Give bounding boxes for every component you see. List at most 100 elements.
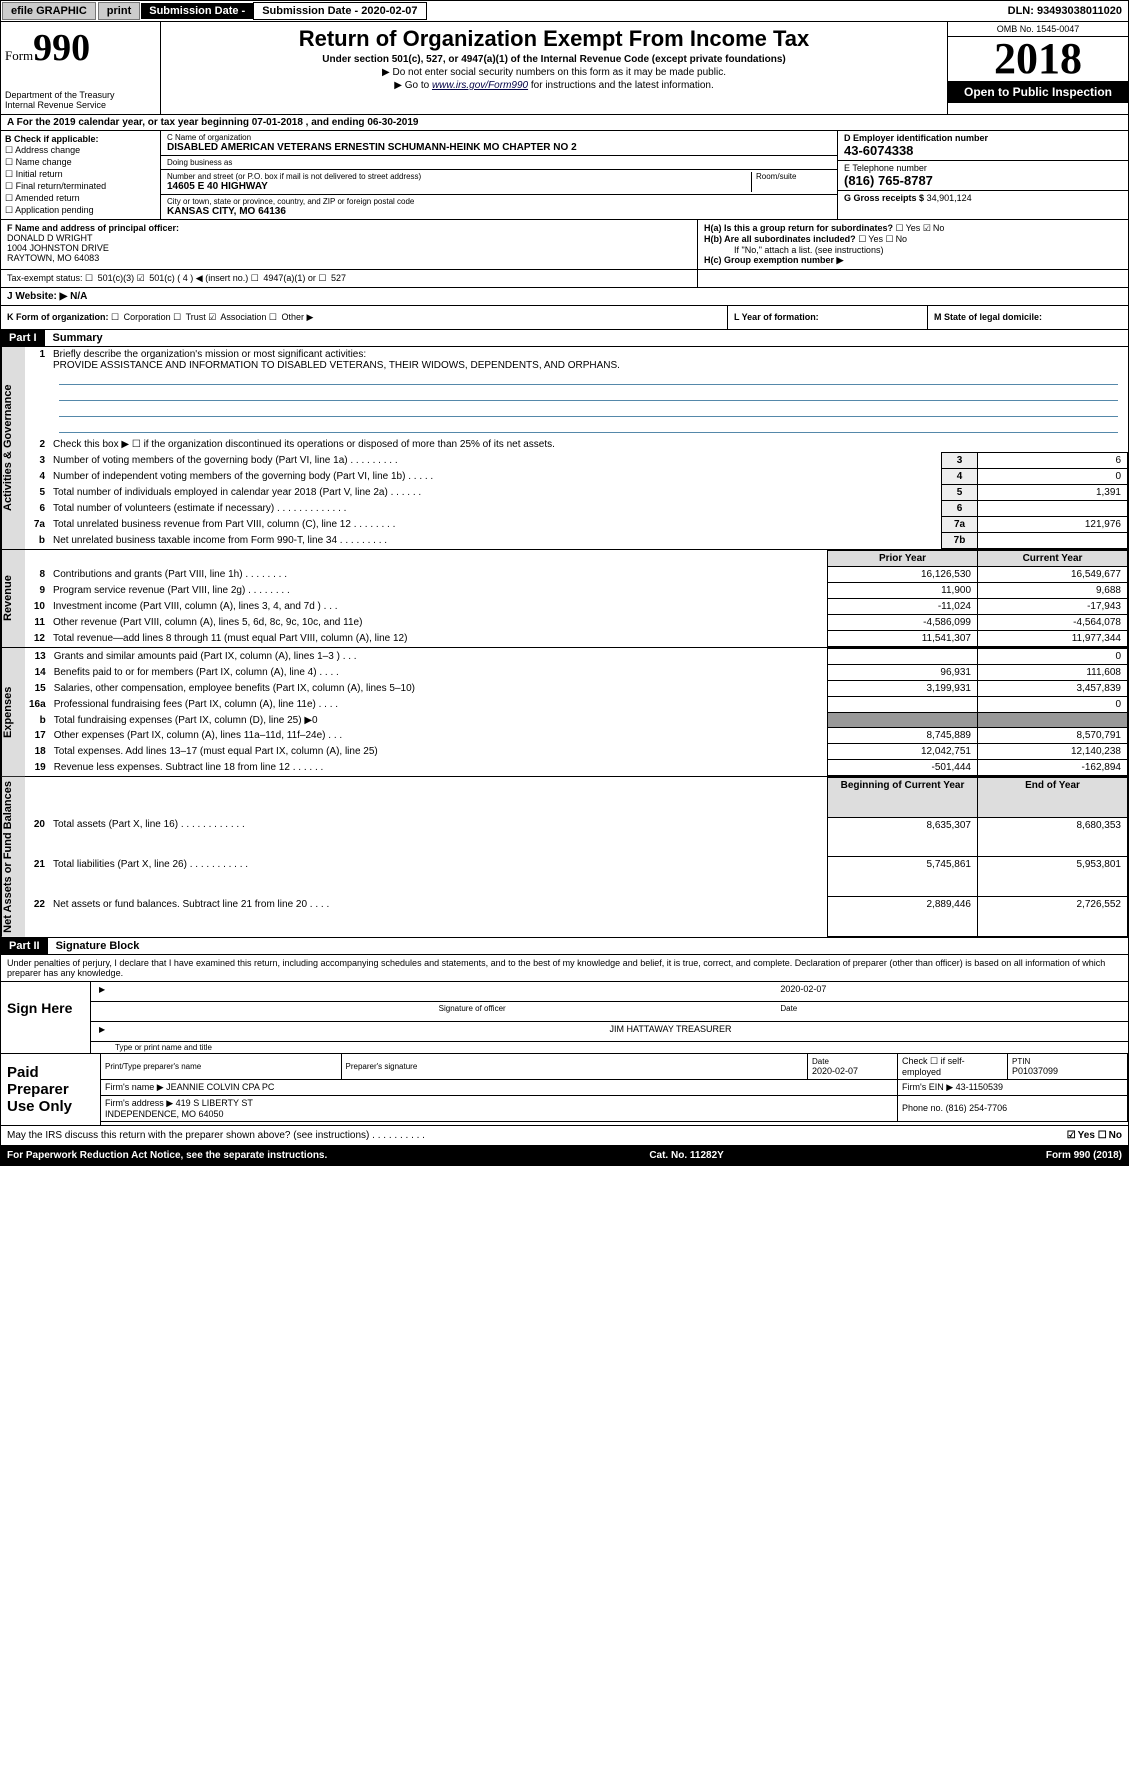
q1-text: Briefly describe the organization's miss… bbox=[53, 349, 366, 360]
hb-no[interactable] bbox=[885, 234, 895, 244]
ein-label: D Employer identification number bbox=[844, 133, 1122, 143]
amt-curr: -162,894 bbox=[978, 760, 1128, 776]
chk-501c3[interactable] bbox=[85, 273, 95, 283]
chk-4947[interactable] bbox=[251, 273, 261, 283]
opt-other: Other ▶ bbox=[282, 312, 314, 322]
chk-amended-return[interactable]: Amended return bbox=[5, 193, 156, 204]
col-hdr-2: Current Year bbox=[978, 551, 1128, 567]
firm-addr-lbl: Firm's address ▶ bbox=[105, 1098, 173, 1108]
prep-name-lbl: Print/Type preparer's name bbox=[105, 1062, 201, 1071]
perjury-statement: Under penalties of perjury, I declare th… bbox=[0, 955, 1129, 982]
chk-other[interactable] bbox=[269, 312, 279, 322]
addr: 14605 E 40 HIGHWAY bbox=[167, 181, 751, 192]
row-text: Total revenue—add lines 8 through 11 (mu… bbox=[49, 631, 828, 647]
if-no-text: If "No," attach a list. (see instruction… bbox=[704, 245, 1122, 255]
efile-button[interactable]: efile GRAPHIC bbox=[2, 2, 96, 20]
amt-prior: 96,931 bbox=[828, 665, 978, 681]
sig-officer-line: 2020-02-07 bbox=[91, 982, 1128, 1002]
row-text: Total expenses. Add lines 13–17 (must eq… bbox=[50, 744, 828, 760]
row-klm: K Form of organization: Corporation Trus… bbox=[0, 306, 1129, 330]
row-text: Other revenue (Part VIII, column (A), li… bbox=[49, 615, 828, 631]
header-right: OMB No. 1545-0047 2018 Open to Public In… bbox=[948, 22, 1128, 114]
chk-initial-return[interactable]: Initial return bbox=[5, 169, 156, 180]
tax-status: Tax-exempt status: 501(c)(3) 501(c) ( 4 … bbox=[1, 270, 698, 287]
amt-curr: 8,680,353 bbox=[978, 817, 1128, 857]
irs-link[interactable]: www.irs.gov/Form990 bbox=[432, 80, 528, 91]
chk-corp[interactable] bbox=[111, 312, 121, 322]
form-ref: Form 990 (2018) bbox=[1046, 1150, 1122, 1161]
chk-501c[interactable] bbox=[137, 273, 147, 283]
h-questions: H(a) Is this a group return for subordin… bbox=[698, 220, 1128, 269]
row-text: Total number of volunteers (estimate if … bbox=[49, 501, 942, 517]
prep-self-employed[interactable]: Check ☐ if self-employed bbox=[898, 1054, 1008, 1080]
paid-body: Print/Type preparer's name Preparer's si… bbox=[101, 1054, 1128, 1125]
row-num: 14 bbox=[25, 665, 50, 681]
amt-prior: 12,042,751 bbox=[828, 744, 978, 760]
arrow-icon-2 bbox=[97, 1024, 107, 1034]
firm-phone: (816) 254-7706 bbox=[946, 1103, 1008, 1113]
tax-status-label: Tax-exempt status: bbox=[7, 273, 83, 283]
discuss-text: May the IRS discuss this return with the… bbox=[7, 1130, 425, 1141]
phone-label: E Telephone number bbox=[844, 163, 1122, 173]
row-text: Investment income (Part VIII, column (A)… bbox=[49, 599, 828, 615]
chk-final-return[interactable]: Final return/terminated bbox=[5, 181, 156, 192]
row-text: Contributions and grants (Part VIII, lin… bbox=[49, 567, 828, 583]
row-amt: 121,976 bbox=[978, 517, 1128, 533]
opt-501c: 501(c) ( 4 ) ◀ (insert no.) bbox=[149, 273, 248, 283]
hb-yes[interactable] bbox=[858, 234, 868, 244]
discuss-yes-lbl: Yes bbox=[1078, 1130, 1095, 1141]
opt-assoc: Association bbox=[220, 312, 266, 322]
m-state-domicile: M State of legal domicile: bbox=[928, 306, 1128, 329]
amt-curr bbox=[978, 713, 1128, 728]
amt-prior: 16,126,530 bbox=[828, 567, 978, 583]
discuss-yes[interactable] bbox=[1067, 1130, 1078, 1141]
row-text: Program service revenue (Part VIII, line… bbox=[49, 583, 828, 599]
chk-527[interactable] bbox=[318, 273, 328, 283]
chk-application-pending[interactable]: Application pending bbox=[5, 205, 156, 216]
row-num: 5 bbox=[25, 485, 49, 501]
row-text: Net assets or fund balances. Subtract li… bbox=[49, 897, 828, 937]
firm-phone-lbl: Phone no. bbox=[902, 1103, 943, 1113]
row-num: 9 bbox=[25, 583, 49, 599]
h-b: H(b) Are all subordinates included? Yes … bbox=[704, 234, 1122, 245]
chk-assoc[interactable] bbox=[208, 312, 218, 322]
row-text: Salaries, other compensation, employee b… bbox=[50, 681, 828, 697]
q1: Briefly describe the organization's miss… bbox=[49, 347, 1128, 437]
discuss-no[interactable] bbox=[1098, 1130, 1109, 1141]
l-year-formation: L Year of formation: bbox=[728, 306, 928, 329]
paid-preparer-block: Paid Preparer Use Only Print/Type prepar… bbox=[0, 1054, 1129, 1126]
paid-preparer-label: Paid Preparer Use Only bbox=[1, 1054, 101, 1125]
ha-yes[interactable] bbox=[896, 223, 906, 233]
section-activities-governance: Activities & Governance 1 Briefly describ… bbox=[0, 347, 1129, 550]
vtab-activities: Activities & Governance bbox=[1, 347, 25, 549]
q1-num: 1 bbox=[25, 347, 49, 437]
officer-name: JIM HATTAWAY TREASURER bbox=[610, 1024, 1123, 1039]
sig-labels: Signature of officer Date bbox=[91, 1002, 1128, 1022]
row-box: 3 bbox=[942, 453, 978, 469]
header-middle: Return of Organization Exempt From Incom… bbox=[161, 22, 948, 114]
row-amt: 1,391 bbox=[978, 485, 1128, 501]
cell-gross: G Gross receipts $ 34,901,124 bbox=[838, 191, 1128, 205]
row-num: 20 bbox=[25, 817, 49, 857]
tbl-activities: 1 Briefly describe the organization's mis… bbox=[25, 347, 1128, 452]
tbl-net-assets: Beginning of Current YearEnd of Year20To… bbox=[25, 777, 1128, 937]
q2-num: 2 bbox=[25, 437, 49, 452]
ha-no[interactable] bbox=[923, 223, 933, 233]
row-num: 19 bbox=[25, 760, 50, 776]
part2-header-row: Part II Signature Block bbox=[0, 938, 1129, 955]
amt-curr: 111,608 bbox=[978, 665, 1128, 681]
chk-address-change[interactable]: Address change bbox=[5, 145, 156, 156]
form-subtitle-1: Under section 501(c), 527, or 4947(a)(1)… bbox=[167, 54, 941, 65]
row-text: Number of independent voting members of … bbox=[49, 469, 942, 485]
opt-corp: Corporation bbox=[124, 312, 171, 322]
chk-name-change[interactable]: Name change bbox=[5, 157, 156, 168]
amt-curr: -4,564,078 bbox=[978, 615, 1128, 631]
sign-here-block: Sign Here 2020-02-07 Signature of office… bbox=[0, 982, 1129, 1054]
chk-trust[interactable] bbox=[173, 312, 183, 322]
discuss-answer: Yes No bbox=[1067, 1130, 1122, 1141]
row-num: 8 bbox=[25, 567, 49, 583]
form-prefix: Form bbox=[5, 48, 33, 63]
row-text: Total assets (Part X, line 16) . . . . .… bbox=[49, 817, 828, 857]
amt-curr: 8,570,791 bbox=[978, 728, 1128, 744]
print-button[interactable]: print bbox=[98, 2, 140, 20]
